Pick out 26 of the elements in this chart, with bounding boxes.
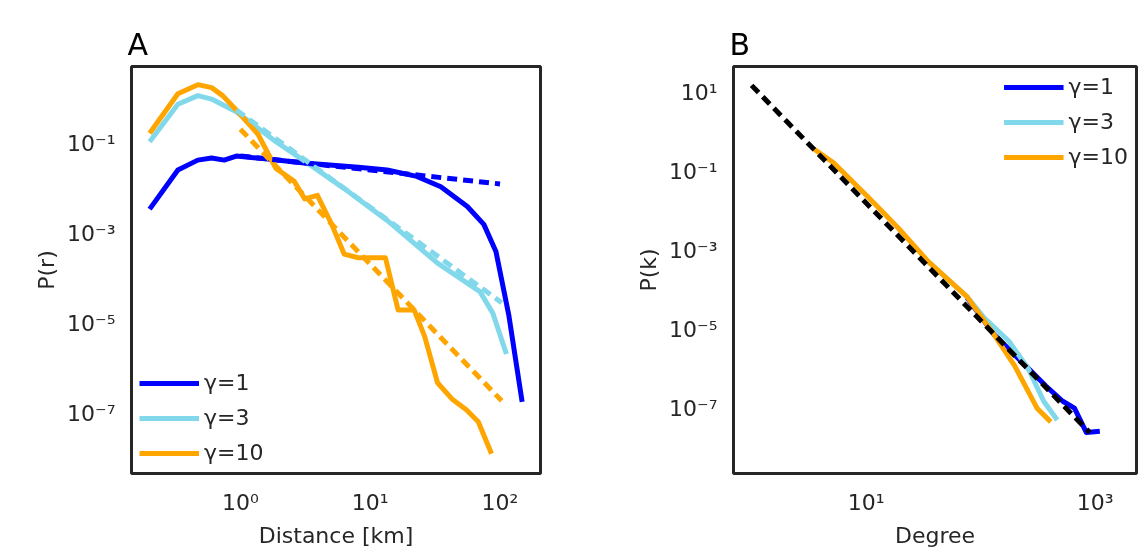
chart-title: A (127, 26, 149, 62)
x-tick-label: 10¹ (351, 489, 389, 515)
y-tick-label: 10⁻³ (669, 238, 718, 264)
x-axis-title: Distance [km] (258, 522, 414, 548)
x-axis-title: Degree (894, 522, 976, 548)
legend-label: γ=1 (1068, 74, 1114, 99)
legend-label: γ=3 (1068, 109, 1114, 134)
y-axis-title: P(k) (636, 248, 662, 292)
y-tick-label: 10⁻⁷ (669, 395, 718, 421)
y-tick-label: 10⁻⁷ (67, 400, 116, 426)
y-axis-title: P(r) (34, 250, 60, 290)
x-tick-label: 10² (481, 489, 519, 515)
y-tick-label: 10⁻¹ (669, 159, 718, 185)
y-tick-label: 10¹ (680, 80, 718, 106)
x-tick-label: 10³ (1076, 489, 1114, 515)
y-tick-label: 10⁻³ (67, 221, 116, 247)
legend-label: γ=3 (204, 405, 250, 430)
legend-label: γ=1 (204, 370, 250, 395)
y-tick-label: 10⁻⁵ (669, 316, 718, 342)
x-tick-label: 10⁰ (221, 489, 259, 515)
y-tick-label: 10⁻¹ (67, 131, 116, 157)
legend-label: γ=10 (204, 440, 264, 465)
x-tick-label: 10¹ (847, 489, 885, 515)
chart-title: B (729, 26, 751, 62)
legend-label: γ=10 (1068, 144, 1128, 169)
y-tick-label: 10⁻⁵ (67, 310, 116, 336)
